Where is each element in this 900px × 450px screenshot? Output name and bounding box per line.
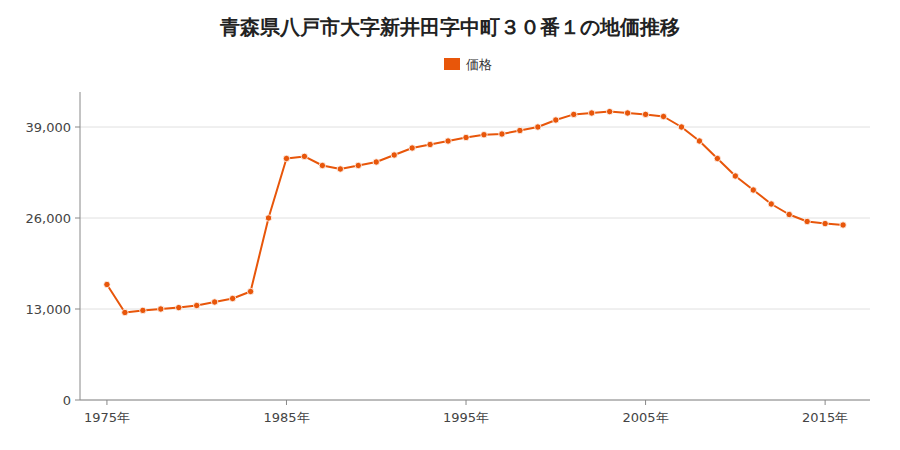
point [606,108,612,114]
point [211,299,217,305]
chart: 青森県八戸市大字新井田字中町３０番１の地価推移 0 13,000 26,000 39,0… [0,0,900,450]
point [571,111,577,117]
x-tick [466,400,467,405]
line [107,112,843,313]
x-tick-label: 1975年 [84,410,130,425]
point [517,127,523,133]
point [660,113,666,119]
grid-line [80,218,870,219]
y-axis-line [80,92,81,400]
point [678,124,684,130]
legend-swatch [444,58,460,70]
point [176,304,182,310]
point [481,132,487,138]
point [409,145,415,151]
point [624,110,630,116]
x-tick [645,400,646,405]
point [750,187,756,193]
x-tick [106,400,107,405]
y-tick-label: 0 [63,393,71,408]
y-tick [75,218,80,219]
axes: 0 13,000 26,000 39,000 1975年 1985年 1995年 2005年 2… [26,92,871,425]
point [122,309,128,315]
x-tick-label: 2015年 [802,410,848,425]
point [265,215,271,221]
point [732,173,738,179]
plot-area [104,108,847,315]
grid-line [80,127,870,128]
point [283,155,289,161]
x-tick [286,400,287,405]
point [445,138,451,144]
point [696,138,702,144]
y-tick [75,309,80,310]
point [822,220,828,226]
point [319,162,325,168]
y-tick-label: 39,000 [26,120,72,135]
point [194,302,200,308]
y-tick-label: 26,000 [26,211,72,226]
y-tick-label: 13,000 [26,302,72,317]
point [427,141,433,147]
point [463,134,469,140]
point [642,111,648,117]
x-tick-label: 2005年 [623,410,669,425]
point [104,281,110,287]
point [391,152,397,158]
title: 青森県八戸市大字新井田字中町３０番１の地価推移 [219,15,680,39]
grid-line [80,309,870,310]
point [535,124,541,130]
point [804,218,810,224]
point [301,153,307,159]
y-tick [75,400,80,401]
point [499,131,505,137]
point [714,155,720,161]
grid-line [80,400,870,401]
point [355,162,361,168]
point [140,307,146,313]
point [786,211,792,217]
legend-label: 価格 [466,57,492,72]
point [589,110,595,116]
x-tick-label: 1995年 [443,410,489,425]
y-tick [75,127,80,128]
point [768,201,774,207]
legend: 価格 [444,57,492,72]
point [158,306,164,312]
point [840,222,846,228]
x-tick [825,400,826,405]
point [229,295,235,301]
x-axis-line [80,400,870,401]
x-tick-label: 1985年 [263,410,309,425]
point [553,117,559,123]
point [337,166,343,172]
point [247,288,253,294]
point [373,159,379,165]
